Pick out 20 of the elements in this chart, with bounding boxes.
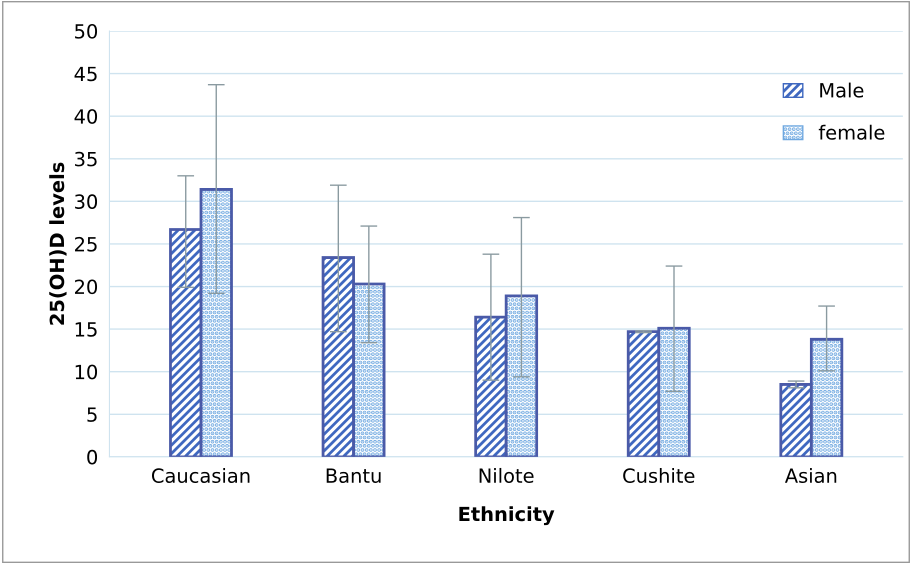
x-tick-label: Caucasian — [152, 468, 250, 483]
y-tick-label: 25 — [75, 236, 97, 252]
y-tick-label: 35 — [75, 152, 97, 166]
y-tick-label: 45 — [74, 66, 97, 82]
y-tick-label: 15 — [76, 322, 97, 337]
y-tick-label: 0 — [87, 450, 98, 465]
y-axis-title: 25(OH)D levels — [49, 162, 67, 325]
x-tick-label: Nilote — [480, 468, 534, 483]
legend-label: female — [818, 124, 884, 140]
y-tick-label: 50 — [75, 24, 98, 39]
y-tick-label: 20 — [75, 279, 98, 294]
y-tick-label: 5 — [87, 407, 97, 422]
y-tick-label: 40 — [74, 109, 98, 124]
x-tick-label: Asian — [784, 468, 836, 483]
y-tick-label: 10 — [76, 364, 98, 380]
x-axis-title: Ethnicity — [459, 506, 554, 526]
y-tick-label: 30 — [75, 194, 98, 210]
x-tick-label: Bantu — [326, 468, 381, 483]
x-tick-label: Cushite — [623, 468, 694, 483]
legend-label: Male — [820, 82, 864, 98]
